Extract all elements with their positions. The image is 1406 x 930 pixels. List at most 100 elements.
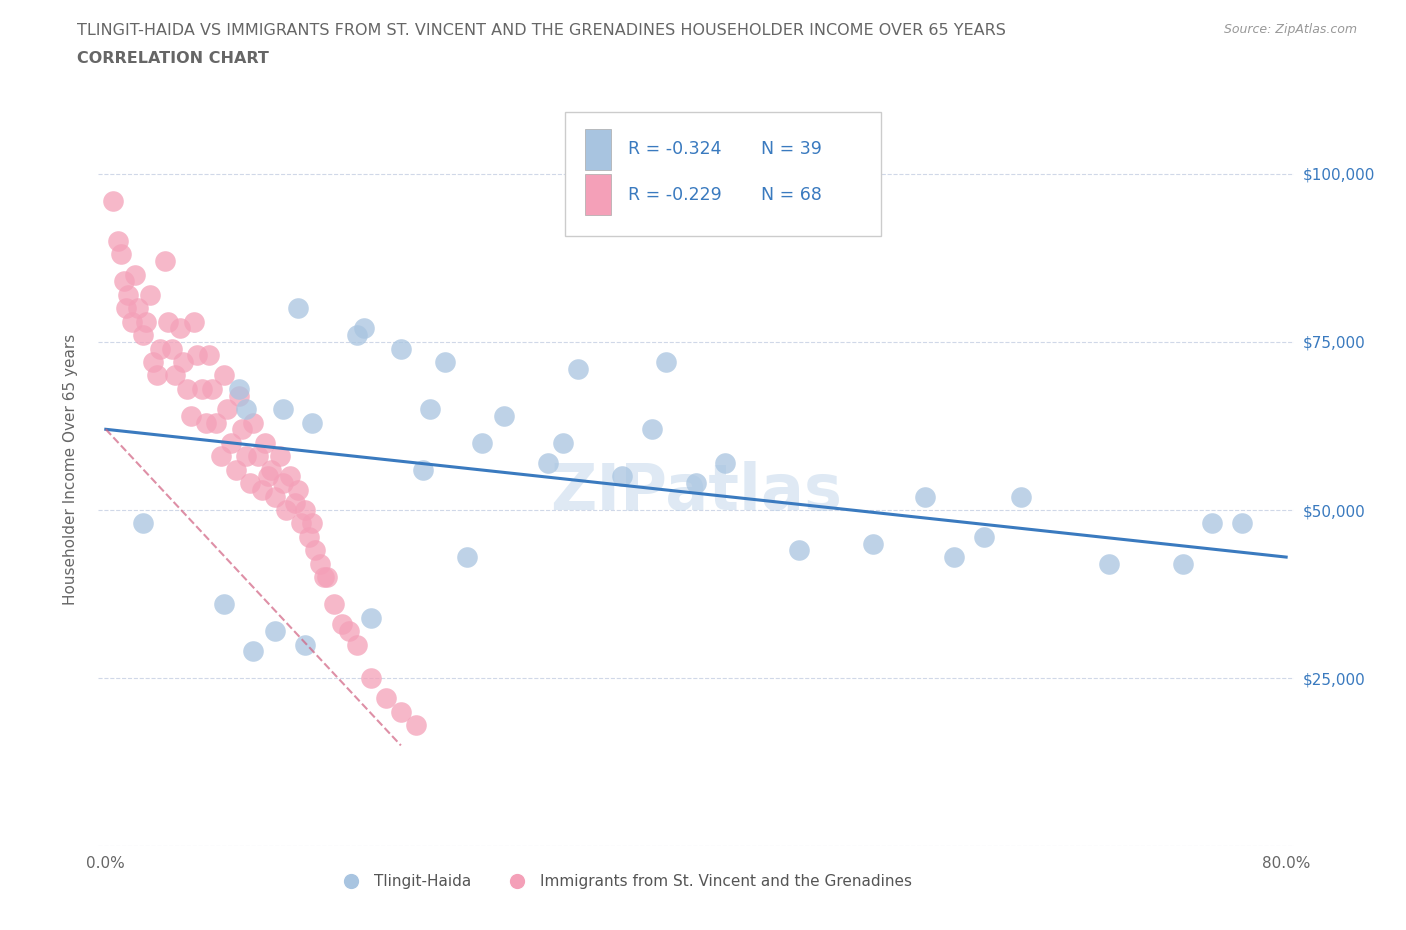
Point xyxy=(117,287,139,302)
Point xyxy=(121,314,143,329)
Point xyxy=(346,327,368,342)
Point xyxy=(198,348,221,363)
Point xyxy=(264,624,287,639)
Point xyxy=(471,435,494,450)
Point xyxy=(316,570,339,585)
Point xyxy=(973,529,995,544)
Point xyxy=(389,341,412,356)
Point xyxy=(215,402,238,417)
Point xyxy=(239,475,262,490)
Point xyxy=(142,354,165,369)
Point xyxy=(375,691,398,706)
Text: R = -0.229: R = -0.229 xyxy=(628,186,721,204)
Point xyxy=(146,368,169,383)
Point xyxy=(456,550,478,565)
Point xyxy=(298,529,321,544)
Point xyxy=(107,233,129,248)
FancyBboxPatch shape xyxy=(585,128,612,170)
Point xyxy=(612,469,634,484)
Point xyxy=(1201,516,1223,531)
Point xyxy=(284,496,307,511)
Point xyxy=(405,718,427,733)
Point xyxy=(278,469,301,484)
Legend: Tlingit-Haida, Immigrants from St. Vincent and the Grenadines: Tlingit-Haida, Immigrants from St. Vince… xyxy=(330,868,918,896)
Point xyxy=(346,637,368,652)
Point xyxy=(274,502,297,517)
Point xyxy=(271,475,294,490)
Point xyxy=(112,274,135,289)
Point xyxy=(131,516,153,531)
Point xyxy=(209,449,232,464)
Point xyxy=(127,300,149,315)
Point xyxy=(190,381,212,396)
Point xyxy=(337,624,360,639)
Point xyxy=(301,415,323,430)
Point xyxy=(685,475,707,490)
Point xyxy=(287,483,309,498)
Point xyxy=(257,469,280,484)
Point xyxy=(434,354,457,369)
Point xyxy=(260,462,283,477)
Point xyxy=(165,368,187,383)
Point xyxy=(205,415,228,430)
Point xyxy=(360,610,382,625)
Point xyxy=(269,449,291,464)
Point xyxy=(235,402,257,417)
Text: CORRELATION CHART: CORRELATION CHART xyxy=(77,51,269,66)
Point xyxy=(494,408,516,423)
Point xyxy=(246,449,269,464)
Point xyxy=(212,597,235,612)
Point xyxy=(553,435,575,450)
Point xyxy=(169,321,191,336)
Point xyxy=(153,254,176,269)
Point xyxy=(131,327,153,342)
Point xyxy=(124,267,146,282)
Point xyxy=(228,381,250,396)
Point xyxy=(412,462,434,477)
Point xyxy=(186,348,208,363)
Point xyxy=(115,300,138,315)
Point xyxy=(180,408,202,423)
Point xyxy=(567,362,589,377)
Point xyxy=(231,422,253,437)
Point xyxy=(389,704,412,719)
Point xyxy=(419,402,441,417)
Point xyxy=(242,644,264,658)
Point xyxy=(943,550,966,565)
Point xyxy=(228,388,250,403)
Point xyxy=(1230,516,1253,531)
Point xyxy=(301,516,323,531)
Point xyxy=(139,287,162,302)
Text: R = -0.324: R = -0.324 xyxy=(628,140,721,158)
Point xyxy=(353,321,375,336)
Text: N = 68: N = 68 xyxy=(761,186,821,204)
Point xyxy=(914,489,936,504)
Point xyxy=(1098,556,1121,571)
Point xyxy=(294,502,316,517)
FancyBboxPatch shape xyxy=(565,112,882,236)
Point xyxy=(183,314,205,329)
Point xyxy=(537,456,560,471)
Point xyxy=(225,462,247,477)
Point xyxy=(242,415,264,430)
Point xyxy=(862,537,884,551)
Point xyxy=(714,456,737,471)
Point xyxy=(314,570,336,585)
Point xyxy=(201,381,224,396)
Point xyxy=(360,671,382,685)
Point xyxy=(655,354,678,369)
FancyBboxPatch shape xyxy=(585,174,612,216)
Point xyxy=(110,247,132,262)
Point xyxy=(160,341,183,356)
Point xyxy=(264,489,287,504)
Point xyxy=(787,543,810,558)
Point xyxy=(1010,489,1032,504)
Point xyxy=(135,314,157,329)
Text: N = 39: N = 39 xyxy=(761,140,821,158)
Point xyxy=(330,617,353,631)
Point xyxy=(290,516,312,531)
Point xyxy=(195,415,218,430)
Point xyxy=(212,368,235,383)
Point xyxy=(176,381,198,396)
Point xyxy=(323,597,346,612)
